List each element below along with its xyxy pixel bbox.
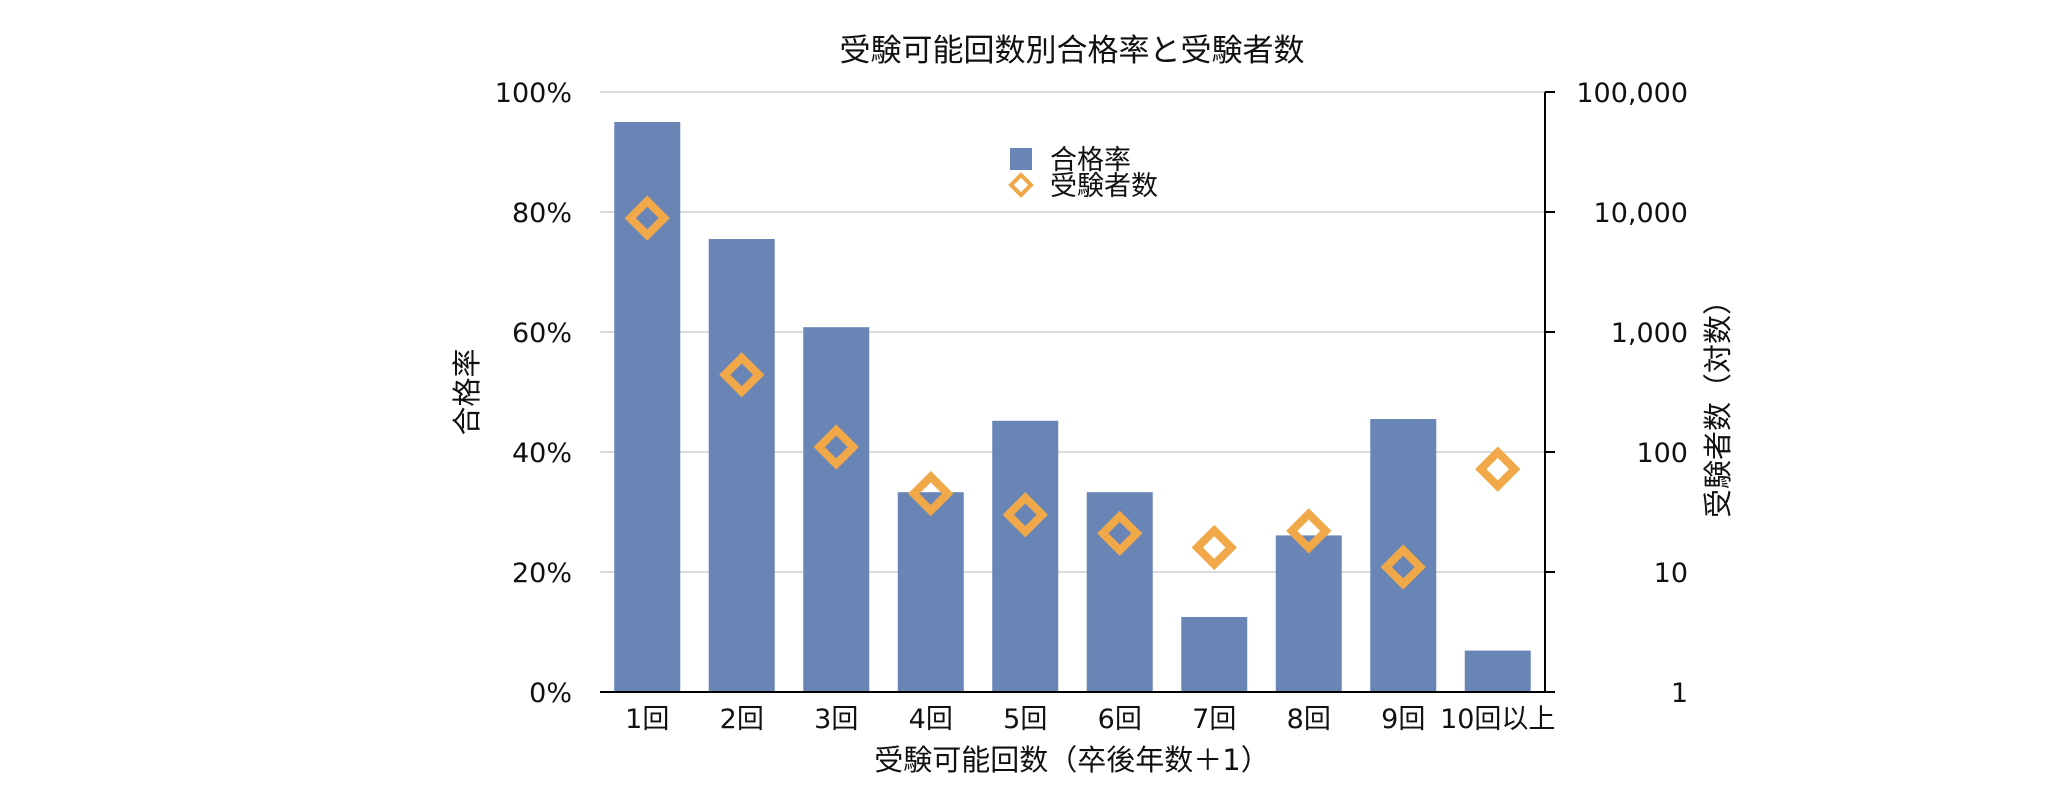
marker-10回以上 <box>1475 446 1521 492</box>
legend-bar-label: 合格率 <box>1050 145 1131 176</box>
marker-4回 <box>908 470 954 517</box>
bar-6回 <box>1086 492 1153 692</box>
x-axis-label: 受験可能回数（卒後年数＋1） <box>874 743 1269 777</box>
y-tick-label: 80% <box>512 198 572 229</box>
y2-tick-label: 10 <box>1654 558 1688 589</box>
y2-tick-label: 100,000 <box>1576 78 1688 109</box>
x-tick-label: 8回 <box>1287 704 1331 735</box>
x-tick-label: 2回 <box>720 704 764 735</box>
x-tick-label: 10回以上 <box>1440 704 1555 735</box>
bar-3回 <box>803 327 870 692</box>
y2-tick-label: 1,000 <box>1611 318 1688 349</box>
legend-diamond-swatch <box>1008 172 1034 198</box>
x-tick-label: 3回 <box>814 704 858 735</box>
markers <box>624 195 1521 590</box>
x-tick-label: 7回 <box>1192 704 1236 735</box>
marker-2回 <box>719 352 765 398</box>
marker-6回 <box>1097 510 1143 556</box>
bar-7回 <box>1181 617 1248 692</box>
y-tick-label: 60% <box>512 318 572 349</box>
y-tick-label: 20% <box>512 558 572 589</box>
x-tick-label: 5回 <box>1003 704 1047 735</box>
y2-tick-label: 10,000 <box>1594 198 1688 229</box>
marker-3回 <box>813 424 859 470</box>
tick-labels: 0% 20% 40% 60% 80% 100% 1 10 100 1,000 10,000 100,0… <box>495 78 1688 735</box>
legend: 合格率 受験者数 <box>1008 145 1158 202</box>
y-tick-label: 0% <box>529 678 572 709</box>
marker-8回 <box>1286 508 1332 554</box>
bar-5回 <box>992 420 1059 692</box>
marker-9回 <box>1380 544 1426 590</box>
bars <box>614 122 1531 692</box>
y-axis-label: 合格率 <box>450 348 484 435</box>
marker-7回 <box>1191 524 1237 571</box>
axes <box>600 91 1555 693</box>
legend-bar-swatch <box>1010 148 1032 170</box>
y-tick-label: 100% <box>495 78 572 109</box>
chart-title: 受験可能回数別合格率と受験者数 <box>840 33 1305 69</box>
bar-8回 <box>1275 535 1342 692</box>
y-tick-label: 40% <box>512 438 572 469</box>
marker-5回 <box>1002 492 1048 538</box>
bar-1回 <box>614 122 681 692</box>
x-tick-label: 1回 <box>625 704 669 735</box>
x-tick-label: 9回 <box>1381 704 1425 735</box>
marker-1回 <box>624 195 670 241</box>
bar-2回 <box>708 239 775 692</box>
y2-tick-label: 1 <box>1671 678 1688 709</box>
bar-10回以上 <box>1464 650 1531 692</box>
bar-4回 <box>897 492 964 692</box>
legend-marker-label: 受験者数 <box>1050 171 1158 202</box>
x-tick-label: 6回 <box>1098 704 1142 735</box>
y2-axis-label: 受験者数（対数） <box>1701 286 1735 518</box>
x-tick-label: 4回 <box>909 704 953 735</box>
y2-tick-label: 100 <box>1636 438 1688 469</box>
